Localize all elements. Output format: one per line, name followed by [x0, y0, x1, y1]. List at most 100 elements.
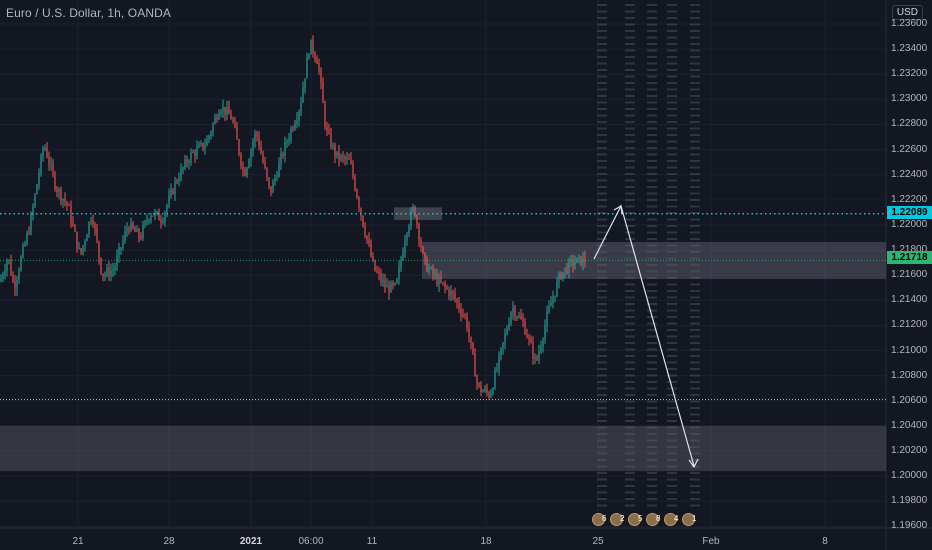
economic-event-icon[interactable] — [592, 513, 605, 526]
candle-body — [216, 117, 218, 120]
candle-body — [14, 281, 16, 289]
projection-cell — [625, 498, 635, 500]
projection-cell — [647, 361, 657, 364]
projection-cell — [647, 348, 657, 351]
candle-body — [244, 169, 246, 176]
projection-cell — [597, 166, 607, 169]
candle-body — [498, 355, 500, 369]
projection-cell — [667, 179, 677, 182]
projection-cell — [625, 173, 635, 175]
projection-cell — [667, 309, 677, 312]
candle-body — [390, 282, 392, 293]
candle-body — [366, 235, 368, 240]
projection-cell — [667, 368, 677, 370]
projection-cell — [625, 218, 635, 221]
candle-body — [34, 194, 36, 207]
candle-body — [364, 226, 366, 236]
event-count: 1 — [692, 514, 697, 523]
candle-body — [444, 283, 446, 287]
projection-cell — [597, 186, 607, 188]
projection-cell — [625, 316, 635, 318]
projection-cell — [597, 10, 607, 13]
projection-cell — [597, 4, 607, 6]
candle-body — [456, 299, 458, 303]
time-tick-label: Feb — [702, 536, 720, 547]
projection-cell — [597, 205, 607, 208]
candle-body — [254, 132, 256, 143]
candle-body — [76, 231, 78, 249]
projection-cell — [597, 485, 607, 487]
projection-cell — [667, 101, 677, 104]
projection-cell — [690, 452, 700, 455]
projection-cell — [690, 459, 700, 461]
projection-cell — [647, 231, 657, 234]
candle-body — [530, 338, 532, 344]
time-tick-label: 2021 — [239, 536, 263, 547]
projection-cell — [667, 212, 677, 214]
projection-cell — [690, 199, 700, 201]
projection-cell — [667, 407, 677, 409]
candle-body — [316, 58, 318, 64]
price-tick-label: 1.20600 — [891, 394, 928, 406]
candle-body — [288, 138, 290, 142]
projection-cell — [667, 153, 677, 156]
economic-event-icon[interactable] — [682, 513, 695, 526]
candle-body — [122, 240, 124, 248]
candle-body — [350, 159, 352, 164]
projection-cell — [690, 17, 700, 19]
projection-cell — [647, 420, 657, 422]
currency-button[interactable]: USD — [891, 5, 923, 20]
candle-body — [142, 225, 144, 239]
candle-body — [272, 181, 274, 193]
candle-body — [578, 256, 580, 258]
projection-cell — [647, 303, 657, 305]
projection-cell — [667, 498, 677, 500]
candle-body — [198, 144, 200, 148]
candle-body — [262, 153, 264, 163]
projection-cell — [597, 374, 607, 377]
projection-cell — [597, 225, 607, 227]
candle-body — [560, 273, 562, 280]
candle-body — [534, 356, 536, 359]
projection-cell — [597, 420, 607, 422]
economic-event-icon[interactable] — [610, 513, 623, 526]
candle-body — [226, 107, 228, 115]
projection-cell — [690, 303, 700, 305]
projection-cell — [597, 140, 607, 143]
candle-body — [98, 241, 100, 258]
candle-body — [58, 189, 60, 193]
candle-body — [548, 306, 550, 313]
projection-cell — [667, 205, 677, 208]
projection-cell — [690, 361, 700, 364]
projection-cell — [690, 62, 700, 65]
price-tick-label: 1.19800 — [891, 495, 928, 507]
projection-cell — [690, 342, 700, 344]
projection-cell — [597, 309, 607, 312]
symbol-title[interactable]: Euro / U.S. Dollar, 1h, OANDA — [6, 6, 171, 20]
candle-body — [168, 195, 170, 206]
projection-cell — [647, 329, 657, 331]
candle-body — [494, 370, 496, 389]
candle-body — [358, 198, 360, 209]
overlays — [0, 204, 886, 469]
projection-cell — [597, 101, 607, 104]
projection-cell — [647, 439, 657, 442]
projection-cell — [690, 179, 700, 182]
candle-body — [134, 228, 136, 232]
candle-body — [558, 273, 560, 282]
projection-cell — [647, 498, 657, 500]
candle-body — [26, 233, 28, 244]
projection-cell — [625, 4, 635, 6]
projection-cell — [597, 394, 607, 396]
economic-event-icon[interactable] — [628, 513, 641, 526]
candle-body — [10, 259, 12, 276]
candle-body — [474, 354, 476, 377]
candle-body — [160, 220, 162, 223]
candle-body — [436, 274, 438, 285]
economic-event-icon[interactable] — [664, 513, 677, 526]
economic-event-icon[interactable] — [646, 513, 659, 526]
candle-body — [324, 102, 326, 127]
candle-body — [412, 206, 414, 212]
candle-body — [112, 269, 114, 271]
